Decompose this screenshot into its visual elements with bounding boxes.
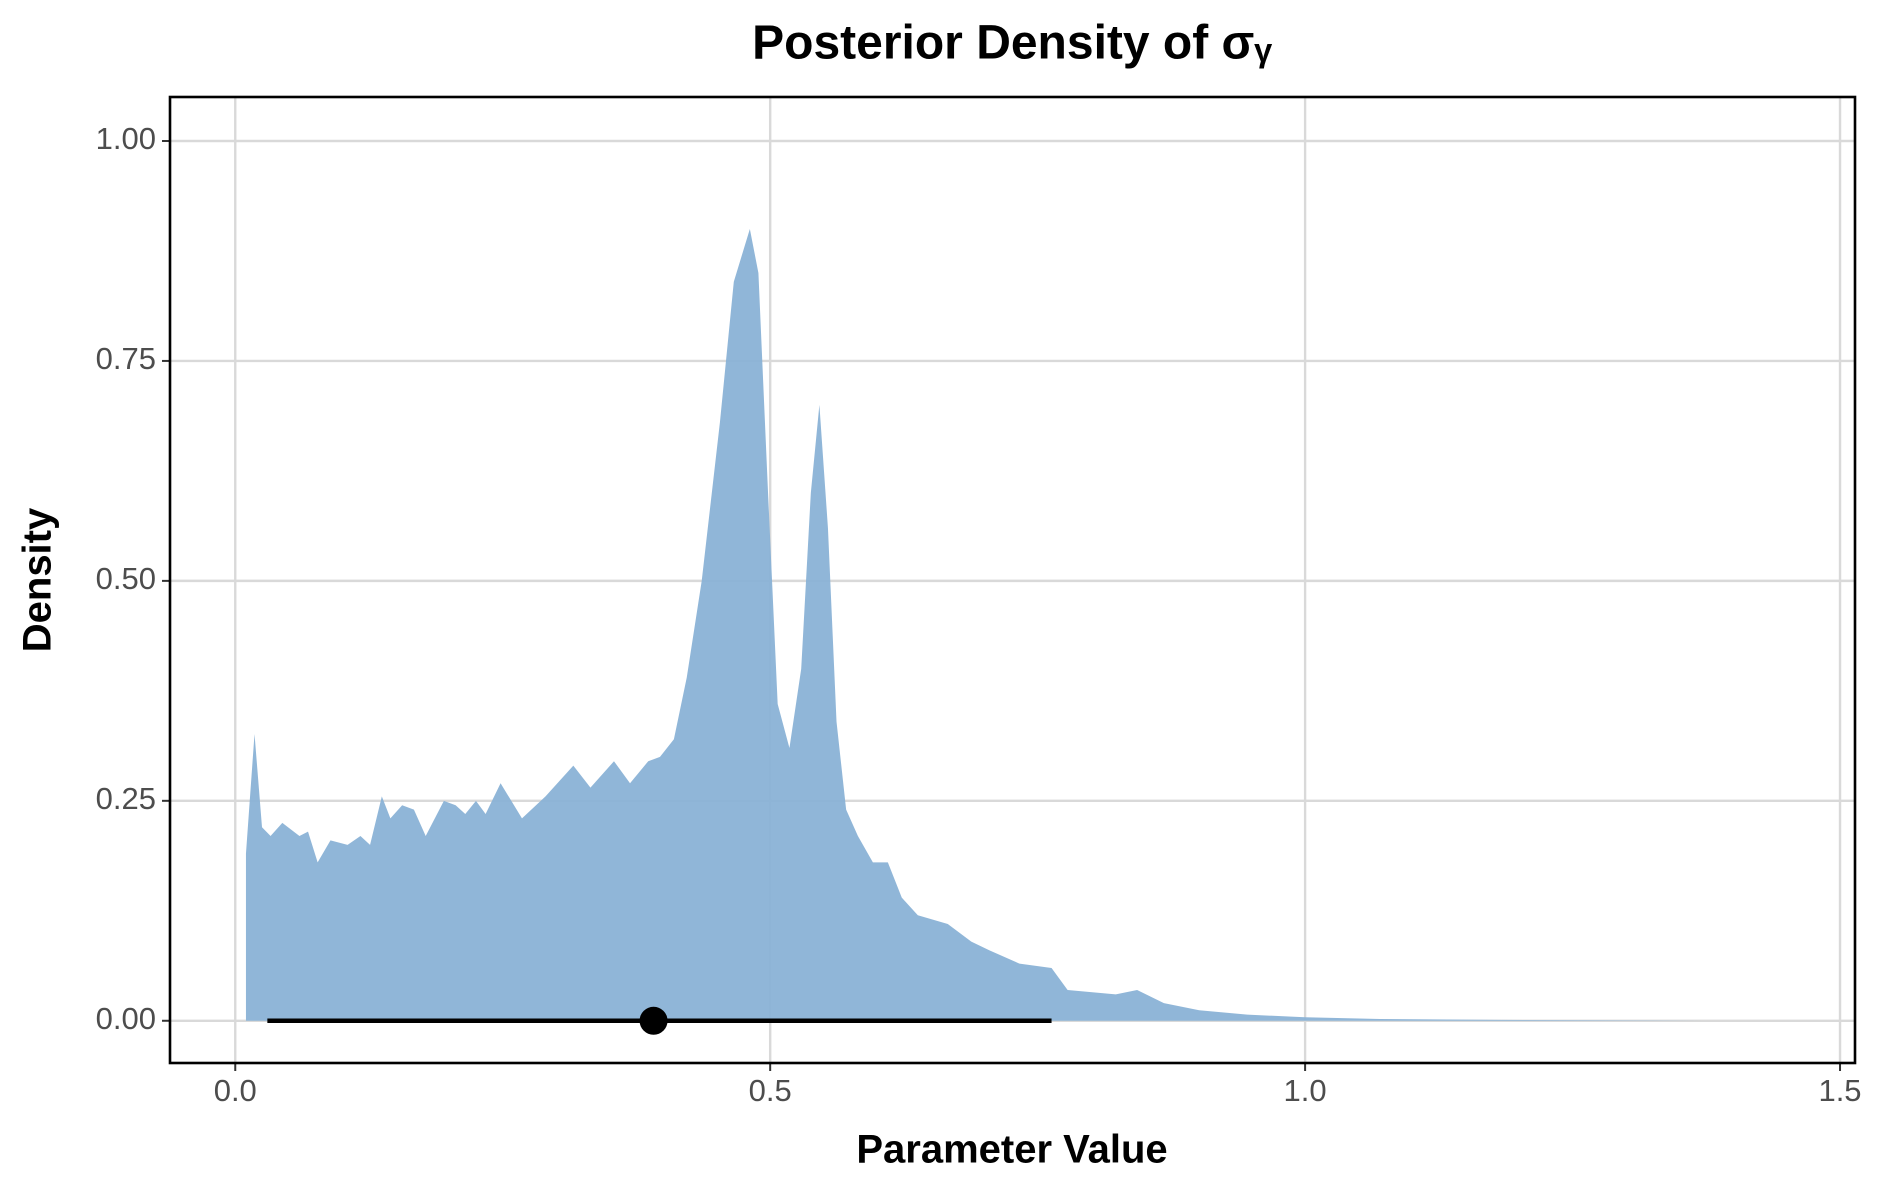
y-tick-label: 0.50 bbox=[96, 561, 156, 596]
x-tick-label: 0.5 bbox=[749, 1073, 792, 1108]
x-axis-label: Parameter Value bbox=[856, 1128, 1167, 1172]
interval-point bbox=[639, 1006, 668, 1035]
x-tick-label: 1.5 bbox=[1818, 1073, 1861, 1108]
panel-border bbox=[168, 95, 1857, 1065]
density-area bbox=[245, 228, 1704, 1021]
x-tick-label: 1.0 bbox=[1284, 1073, 1327, 1108]
y-axis-label: Density bbox=[16, 507, 60, 652]
y-tick-label: 0.00 bbox=[96, 1001, 156, 1036]
x-tick-label: 0.0 bbox=[214, 1073, 257, 1108]
chart-title: Posterior Density of σᵧ bbox=[752, 17, 1272, 70]
y-tick-label: 0.25 bbox=[96, 781, 156, 816]
y-tick-label: 0.75 bbox=[96, 341, 156, 376]
y-tick-label: 1.00 bbox=[96, 121, 156, 156]
